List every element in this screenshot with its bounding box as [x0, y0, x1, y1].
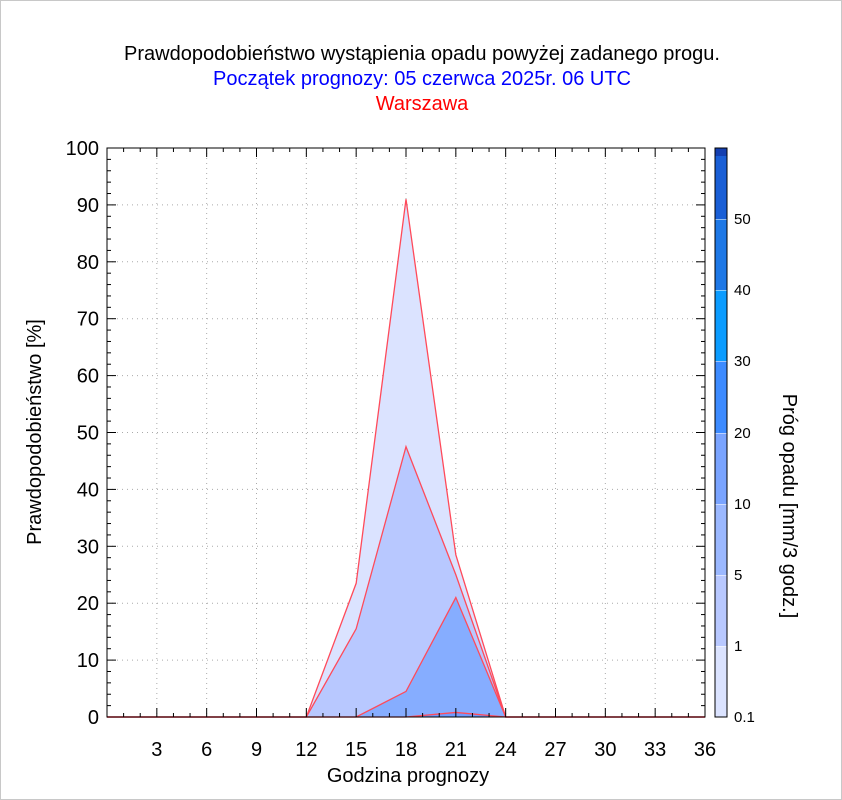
- y-tick-label: 0: [88, 707, 99, 729]
- y-tick-label: 20: [77, 593, 99, 615]
- chart-location: Warszawa: [375, 93, 469, 115]
- x-tick-label: 6: [201, 739, 212, 761]
- x-tick-label: 24: [495, 739, 517, 761]
- x-tick-label: 30: [594, 739, 616, 761]
- probability-areas: [107, 199, 705, 718]
- colorbar-tick-label: 10: [734, 496, 751, 513]
- x-tick-label: 18: [395, 739, 417, 761]
- chart-title: Prawdopodobieństwo wystąpienia opadu pow…: [124, 43, 720, 65]
- x-tick-label: 12: [295, 739, 317, 761]
- x-tick-label: 21: [445, 739, 467, 761]
- chart-subtitle: Początek prognozy: 05 czerwca 2025r. 06 …: [213, 68, 631, 90]
- y-axis-label: Prawdopodobieństwo [%]: [24, 319, 46, 545]
- x-tick-label: 36: [694, 739, 716, 761]
- colorbar-tick-label: 50: [734, 211, 751, 228]
- colorbar-band-0.1: [715, 646, 727, 717]
- x-tick-label: 3: [151, 739, 162, 761]
- colorbar-tick-label: 40: [734, 282, 751, 299]
- y-tick-label: 40: [77, 479, 99, 501]
- colorbar-tick-label: 1: [734, 638, 742, 655]
- colorbar-band-60: [715, 148, 727, 156]
- y-tick-label: 50: [77, 423, 99, 445]
- colorbar-band-20: [715, 361, 727, 433]
- y-tick-label: 70: [77, 309, 99, 331]
- area-threshold-1: [107, 446, 705, 717]
- colorbar: 0.1 1 5 10 20 30 40 50: [714, 147, 755, 726]
- x-tick-label: 33: [644, 739, 666, 761]
- x-tick-label: 15: [345, 739, 367, 761]
- colorbar-tick-label: 20: [734, 425, 751, 442]
- y-tick-label: 80: [77, 252, 99, 274]
- y-tick-label: 60: [77, 366, 99, 388]
- x-tick-label: 9: [251, 739, 262, 761]
- colorbar-frame: [714, 147, 728, 718]
- colorbar-band-5: [715, 504, 727, 575]
- x-axis-label: Godzina prognozy: [327, 765, 489, 787]
- x-tick-label: 27: [544, 739, 566, 761]
- y-tick-label: 90: [77, 195, 99, 217]
- y-tick-label: 30: [77, 536, 99, 558]
- colorbar-band-1: [715, 575, 727, 646]
- colorbar-band-30: [715, 290, 727, 361]
- colorbar-tick-label: 5: [734, 567, 742, 584]
- colorbar-label: Próg opadu [mm/3 godz.]: [778, 394, 800, 619]
- colorbar-band-40: [715, 219, 727, 290]
- area-threshold-5: [107, 597, 705, 717]
- colorbar-tick-label: 0.1: [734, 709, 755, 726]
- colorbar-tick-label: 30: [734, 353, 751, 370]
- y-tick-label: 100: [66, 138, 99, 160]
- colorbar-band-50: [715, 148, 727, 219]
- colorbar-band-10: [715, 433, 727, 504]
- y-tick-label: 10: [77, 650, 99, 672]
